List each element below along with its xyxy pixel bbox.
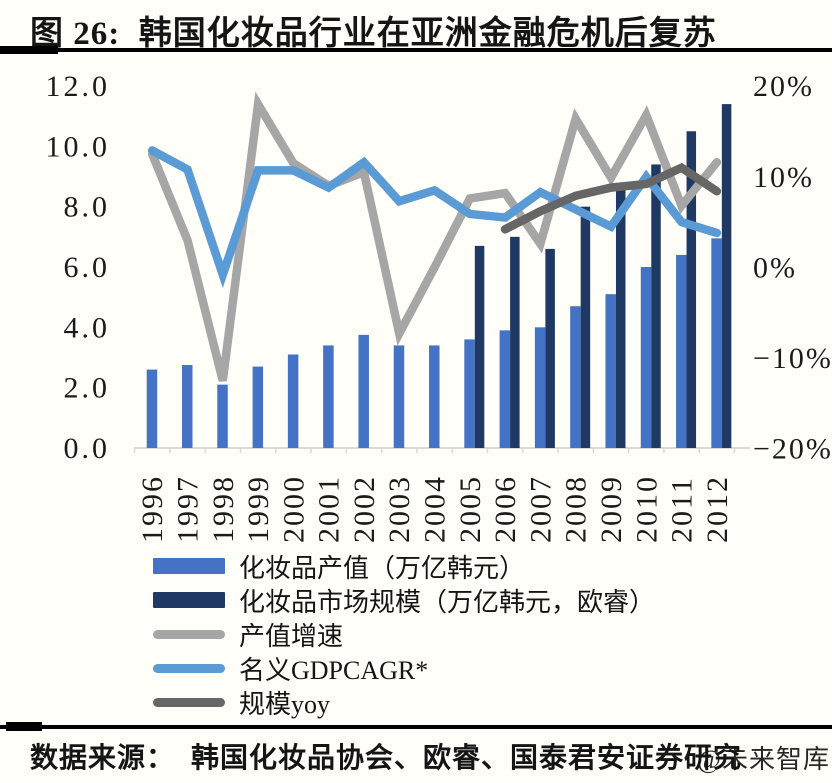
watermark-text: @未来智库 <box>697 745 830 774</box>
x-axis-label: 2006 <box>489 475 522 543</box>
chart-legend: 化妆品产值（万亿韩元） 化妆品市场规模（万亿韩元，欧睿） 产值增速名义GDPCAGR… <box>153 549 655 719</box>
legend-swatch-nominal-gdp-cagr <box>153 663 225 673</box>
bar-cosmetics-output-value <box>181 365 193 448</box>
x-axis-label: 2011 <box>666 476 699 543</box>
x-axis-label: 2010 <box>630 475 663 543</box>
legend-swatch-market-size-yoy <box>153 697 225 707</box>
x-axis-label: 2012 <box>701 475 734 543</box>
bar-cosmetics-output-value <box>217 384 228 448</box>
x-axis-label: 2008 <box>560 475 593 543</box>
legend-item-market-size-yoy: 规模yoy <box>153 685 655 719</box>
y-axis-label-left: 2.0 <box>64 372 111 405</box>
y-axis-label-right: −20% <box>753 433 832 466</box>
bar-cosmetics-market-size <box>580 206 591 448</box>
y-axis-label-right: 0% <box>753 251 797 284</box>
y-axis-label-right: 10% <box>753 161 814 194</box>
bar-cosmetics-market-size <box>545 248 555 448</box>
bar-cosmetics-output-value <box>287 354 299 448</box>
bar-cosmetics-output-value <box>640 267 652 448</box>
legend-label-nominal-gdp-cagr: 名义GDPCAGR* <box>239 655 429 685</box>
title-divider <box>0 46 832 54</box>
legend-label-cosmetics-market-size: 化妆品市场规模（万亿韩元，欧睿） <box>239 587 656 617</box>
bar-cosmetics-output-value <box>429 345 440 448</box>
bar-cosmetics-output-value <box>605 294 616 448</box>
legend-swatch-output-growth-rate <box>153 629 225 639</box>
x-axis-label: 2004 <box>419 475 452 543</box>
bar-cosmetics-output-value <box>464 339 475 448</box>
x-axis-label: 2009 <box>595 475 628 543</box>
y-axis-label-left: 8.0 <box>64 191 111 224</box>
x-axis-label: 2003 <box>383 475 416 543</box>
y-axis-label-left: 12.0 <box>46 70 111 103</box>
line-market-size-yoy <box>500 162 722 234</box>
legend-item-output-growth-rate: 产值增速 <box>153 617 655 651</box>
bar-cosmetics-market-size <box>615 185 626 449</box>
bar-cosmetics-output-value <box>393 345 405 448</box>
legend-item-cosmetics-output-value: 化妆品产值（万亿韩元） <box>153 549 655 583</box>
y-axis-label-right: −10% <box>753 342 832 375</box>
bar-cosmetics-output-value <box>499 330 511 448</box>
x-axis-label: 1999 <box>242 475 275 543</box>
x-axis-label: 2000 <box>277 475 310 543</box>
bar-cosmetics-market-size <box>686 131 697 448</box>
bar-cosmetics-output-value <box>323 345 334 448</box>
y-axis-label-left: 6.0 <box>64 251 111 284</box>
footer-divider <box>0 722 832 731</box>
bar-cosmetics-market-size <box>474 245 485 448</box>
x-axis-label: 2005 <box>454 475 487 543</box>
x-axis-label: 1998 <box>207 475 240 543</box>
legend-label-market-size-yoy: 规模yoy <box>239 689 331 719</box>
y-axis-label-right: 20% <box>753 70 814 103</box>
legend-item-cosmetics-market-size: 化妆品市场规模（万亿韩元，欧睿） <box>153 583 655 617</box>
legend-swatch-cosmetics-market-size <box>153 592 225 608</box>
x-axis-label: 1996 <box>136 475 169 543</box>
bar-cosmetics-market-size <box>510 236 520 448</box>
bar-cosmetics-output-value <box>676 254 687 448</box>
x-axis-label: 2007 <box>524 475 557 543</box>
x-axis-label: 2002 <box>348 475 381 543</box>
x-axis-label: 2001 <box>313 475 346 543</box>
y-axis-label-left: 0.0 <box>64 432 111 465</box>
legend-item-nominal-gdp-cagr: 名义GDPCAGR* <box>153 651 655 685</box>
y-axis-label-left: 10.0 <box>46 130 111 163</box>
y-axis-label-left: 4.0 <box>64 311 111 344</box>
figure-title: 图 26: 韩国化妆品行业在亚洲金融危机后复苏 <box>30 16 717 52</box>
bar-cosmetics-output-value <box>711 238 722 448</box>
source-text: 数据来源： 韩国化妆品协会、欧睿、国泰君安证券研究 <box>30 743 743 774</box>
line-nominal-gdp-cagr <box>147 146 722 288</box>
bar-cosmetics-output-value <box>252 366 264 448</box>
legend-label-cosmetics-output-value: 化妆品产值（万亿韩元） <box>239 553 526 583</box>
bar-cosmetics-output-value <box>570 306 581 448</box>
x-axis-label: 1997 <box>171 475 204 543</box>
bar-cosmetics-market-size <box>651 164 661 448</box>
bar-cosmetics-market-size <box>721 104 732 448</box>
bar-cosmetics-output-value <box>146 369 158 448</box>
legend-swatch-cosmetics-output-value <box>153 558 225 574</box>
bar-cosmetics-output-value <box>358 334 369 448</box>
bar-cosmetics-output-value <box>534 327 546 448</box>
legend-label-output-growth-rate: 产值增速 <box>239 621 344 651</box>
